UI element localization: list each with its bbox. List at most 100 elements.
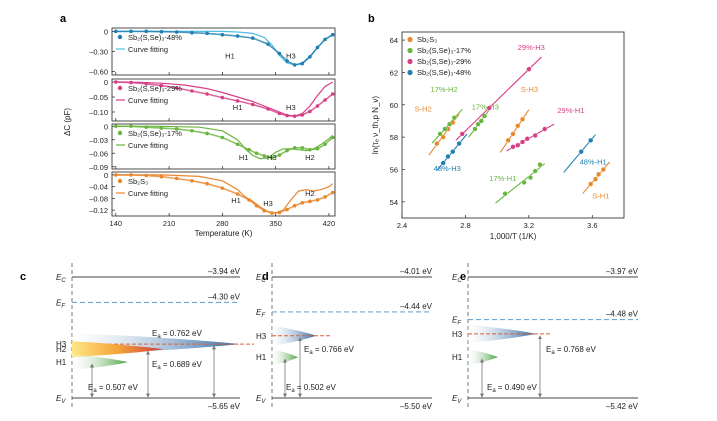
legend-label: Curve fitting [128, 45, 168, 54]
text-part: E [286, 383, 291, 392]
text-part: E [152, 329, 157, 338]
text-part: = 0.768 eV [555, 345, 597, 354]
data-point [519, 139, 526, 145]
legend-label: Sb₂(S,Se)₃-29% [417, 57, 471, 66]
data-point [475, 121, 481, 127]
y-tick-label: –0.09 [89, 163, 108, 172]
y-tick-label: 0 [104, 122, 108, 131]
legend-marker [407, 47, 413, 54]
legend-marker [117, 85, 123, 91]
data-point [537, 162, 543, 168]
text-part: E [256, 273, 262, 282]
y-tick-label: 60 [390, 101, 398, 110]
data-point [446, 121, 453, 127]
ef-value: –4.48 eV [606, 310, 639, 319]
ev-label: EV [452, 394, 462, 405]
panel-letter-d: d [262, 271, 269, 283]
trap-label: H3 [56, 340, 67, 349]
data-point [532, 132, 538, 139]
panel-b-arrhenius-plot: 2.4 2.8 3.2 3.6 54 56 58 60 62 64 1,000/T (1/K) ln(… [371, 31, 625, 241]
ef-label: EF [256, 308, 265, 319]
text-part: E [452, 273, 458, 282]
series-label: 17%-H1 [489, 174, 516, 183]
subscript: V [457, 399, 462, 405]
panel-letter-c: c [20, 271, 26, 283]
legend-label: Curve fitting [128, 189, 168, 198]
legend-label: Sb₂S₃ [417, 35, 437, 44]
y-tick-label: –0.04 [89, 183, 108, 192]
trap-label: H1 [452, 353, 463, 362]
subscript: F [261, 313, 265, 319]
legend-label: Curve fitting [128, 96, 168, 105]
y-axis-label: ln(τₑ ν_th,p N_v) [371, 96, 380, 154]
text-part: = 0.507 eV [97, 383, 139, 392]
series-label: 17%-H3 [472, 103, 499, 112]
ef-label: EF [452, 316, 461, 327]
data-point [445, 153, 451, 160]
peak-label: H3 [286, 103, 296, 112]
peak-label: H3 [267, 153, 277, 162]
data-point [588, 181, 594, 187]
trap-distribution [72, 341, 164, 358]
text-part: = 0.766 eV [313, 345, 355, 354]
series-label: S-H1 [592, 192, 609, 201]
legend-marker [117, 130, 123, 136]
y-tick-label: –0.03 [89, 136, 108, 145]
text-part: E [452, 316, 458, 325]
data-point [486, 105, 492, 111]
activation-energy-label: Ea = 0.689 eV [152, 360, 202, 371]
data-point [600, 166, 606, 173]
y-tick-label: –0.05 [89, 93, 108, 102]
trap-distribution [468, 349, 498, 366]
x-tick-label: 350 [269, 219, 282, 228]
trap-distribution [72, 354, 128, 371]
data-point [440, 160, 446, 166]
y-tick-label: –0.30 [89, 48, 108, 57]
data-point [526, 66, 532, 72]
y-tick-label: –0.10 [89, 108, 108, 117]
subscript: a [157, 365, 161, 371]
y-tick-label: 0 [104, 171, 108, 180]
data-point [440, 134, 446, 140]
text-part: E [56, 394, 62, 403]
legend-label: Sb₂(S,Se)₃-48% [128, 33, 182, 42]
ec-label: EC [452, 273, 462, 284]
y-tick-label: 64 [390, 36, 398, 45]
data-point [592, 176, 599, 182]
fit-line [499, 109, 530, 153]
legend-marker [117, 178, 123, 184]
panel-letter-e: e [460, 271, 466, 283]
y-tick-label: 58 [390, 133, 398, 142]
y-tick-label: 62 [390, 68, 398, 77]
peak-label: H2 [305, 189, 315, 198]
data-point [515, 123, 521, 129]
data-line [115, 174, 334, 214]
subscript: a [93, 388, 97, 394]
text-part: E [56, 273, 62, 282]
subscript: V [61, 399, 66, 405]
legend-label: Sb₂(S,Se)₃-17% [128, 129, 182, 138]
x-tick-label: 3.6 [587, 221, 597, 230]
data-point [515, 142, 521, 148]
data-point [472, 126, 478, 132]
activation-energy-label: Ea = 0.502 eV [286, 383, 336, 394]
x-tick-label: 2.8 [460, 221, 470, 230]
x-tick-label: 420 [323, 219, 336, 228]
data-point [588, 137, 594, 143]
trap-label: H3 [452, 330, 463, 339]
text-part: = 0.689 eV [161, 360, 203, 369]
series-label: 48%-H1 [580, 158, 607, 167]
subscript: C [261, 278, 266, 284]
x-tick-label: 210 [163, 219, 176, 228]
y-axis-label: ΔC (pF) [63, 108, 72, 136]
subplot-frame [111, 123, 336, 170]
y-tick-label: 0 [104, 27, 108, 36]
y-tick-label: 54 [390, 198, 398, 207]
y-tick-label: –0.06 [89, 149, 108, 158]
text-part: E [256, 394, 262, 403]
subscript: C [457, 278, 462, 284]
peak-label: H3 [286, 52, 296, 61]
data-point [502, 191, 508, 197]
